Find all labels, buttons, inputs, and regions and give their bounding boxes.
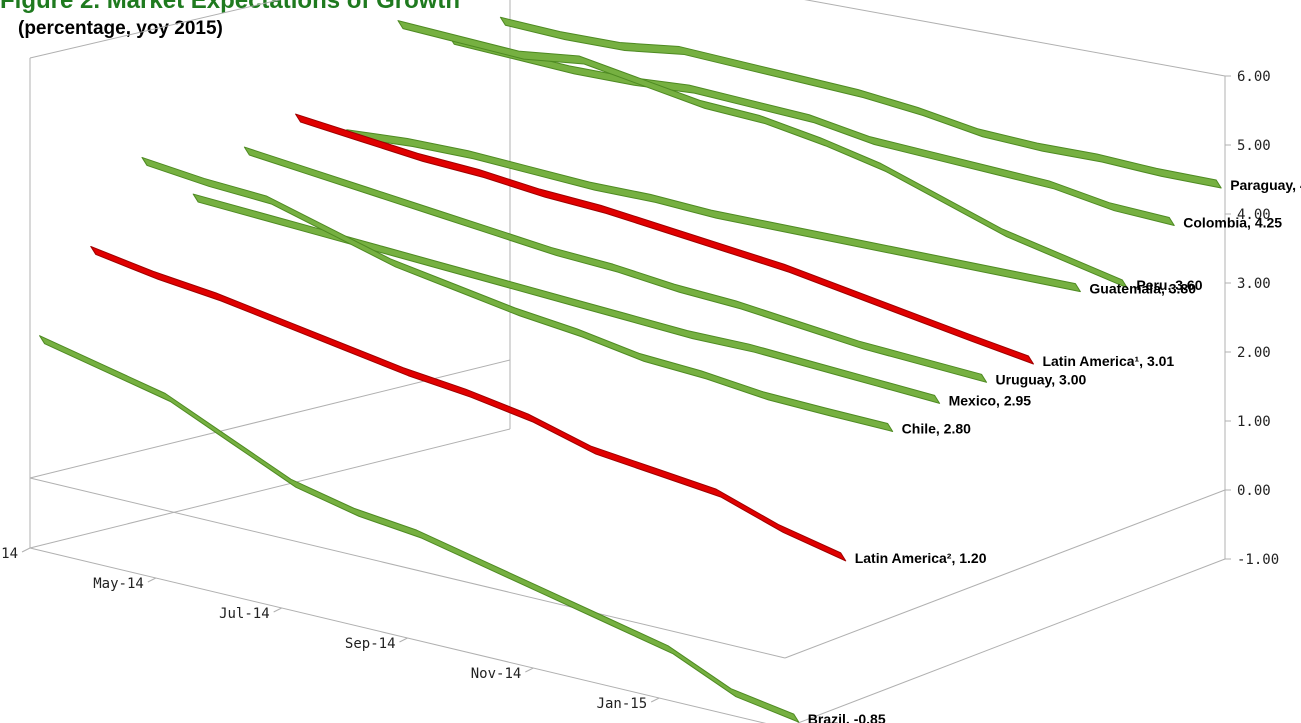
series-ribbon-peru: [397, 20, 1128, 289]
series-label-latin-america-1: Latin America¹, 3.01: [1042, 353, 1174, 369]
series-uruguay: [243, 146, 988, 383]
back-wall-top-edge: [804, 0, 1226, 77]
series-label-peru: Peru, 3.60: [1136, 277, 1202, 293]
series-ribbon-latin-america-2: [90, 245, 847, 562]
series-paraguay: [499, 16, 1222, 189]
series-brazil: [39, 335, 800, 723]
series-label-uruguay: Uruguay, 3.00: [996, 371, 1087, 387]
floor-left-edge: [29, 428, 511, 549]
y-tick-label: 1.00: [1237, 414, 1271, 430]
series-label-brazil: Brazil, -0.85: [808, 711, 886, 723]
series-mexico: [192, 193, 941, 404]
series-ribbon-guatemala: [346, 129, 1081, 293]
chart-subtitle: (percentage, yoy 2015): [18, 18, 223, 39]
x-tick-mark: [399, 637, 408, 643]
chart-title: Figure 2. Market Expectations of Growth: [0, 0, 461, 14]
x-tick-mark: [525, 667, 534, 673]
x-tick-mark: [21, 547, 31, 553]
y-tick-label: 0.00: [1237, 483, 1271, 499]
y-axis-ticks: 6.00 5.00 4.00 3.00 2.00 1.00 0.00 -1.00: [1225, 69, 1279, 568]
x-tick-mark: [273, 607, 282, 613]
series-ribbon-latin-america-1: [295, 113, 1034, 365]
x-tick-label: Nov-14: [471, 666, 522, 682]
series-end-labels: Paraguay, 4.54 Colombia, 4.25 Peru, 3.60Gu…: [808, 177, 1301, 723]
series-ribbon-brazil: [39, 335, 800, 723]
x-axis-ticks: Mar-14May-14Jul-14Sep-14Nov-14Jan-15Mar-…: [0, 546, 660, 712]
zero-front-edge: [29, 477, 786, 659]
zero-left-edge: [29, 359, 511, 479]
x-tick-mark: [650, 697, 660, 703]
series-label-mexico: Mexico, 2.95: [949, 392, 1032, 408]
x-tick-mark: [147, 577, 157, 583]
series-ribbons: [39, 16, 1222, 723]
series-ribbon-uruguay: [243, 146, 988, 383]
x-tick-label: May-14: [93, 576, 144, 592]
series-latin-america-1: [295, 113, 1034, 365]
y-tick-label: 3.00: [1237, 276, 1271, 292]
series-chile: [141, 156, 894, 432]
floor-right-edge: [796, 558, 1226, 723]
series-label-latin-america-2: Latin America², 1.20: [855, 550, 987, 566]
y-tick-label: 4.00: [1237, 207, 1271, 223]
series-guatemala: [346, 129, 1081, 293]
zero-right-edge: [784, 489, 1226, 659]
series-label-colombia: Colombia, 4.25: [1183, 214, 1282, 230]
y-tick-label: 5.00: [1237, 138, 1271, 154]
series-latin-america-2: [90, 245, 847, 562]
series-ribbon-paraguay: [499, 16, 1222, 189]
y-tick-label: -1.00: [1237, 552, 1279, 568]
series-peru: [397, 20, 1128, 289]
series-label-paraguay: Paraguay, 4.54: [1230, 177, 1301, 193]
x-tick-label: Jan-15: [597, 696, 648, 712]
series-ribbon-chile: [141, 156, 894, 432]
y-tick-label: 6.00: [1237, 69, 1271, 85]
series-label-guatemala: Guatemala, 3.80: [1089, 281, 1196, 297]
y-tick-label: 2.00: [1237, 345, 1271, 361]
series-ribbon-mexico: [192, 193, 941, 404]
x-tick-label: Mar-14: [0, 546, 18, 562]
x-tick-label: Sep-14: [345, 636, 396, 652]
series-label-chile: Chile, 2.80: [902, 420, 971, 436]
x-tick-label: Jul-14: [219, 606, 270, 622]
floor-front-edge: [29, 547, 767, 723]
side-wall-top-edge: [29, 0, 281, 59]
